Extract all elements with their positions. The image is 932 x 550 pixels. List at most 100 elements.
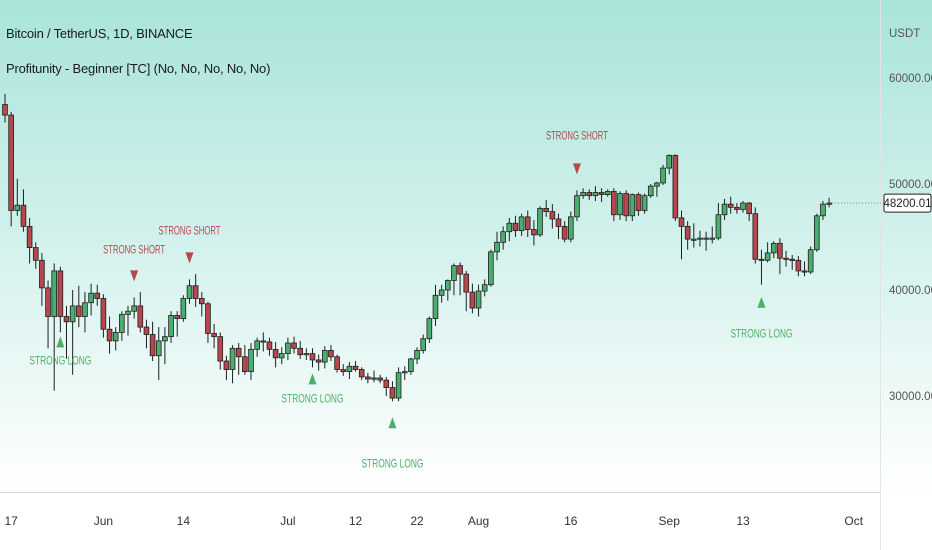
candle <box>457 262 463 296</box>
candle-body <box>155 340 162 357</box>
candle-body <box>174 315 181 320</box>
candle <box>697 230 703 247</box>
candle <box>518 213 525 236</box>
candle-body <box>506 222 513 233</box>
candle <box>543 199 549 217</box>
price-axis-tick: 40000.00 <box>889 285 932 297</box>
candle-body <box>801 270 808 273</box>
candle <box>315 354 322 371</box>
candle <box>488 249 494 287</box>
candle <box>328 345 334 362</box>
candle-body <box>315 359 322 363</box>
candle-body <box>377 377 383 381</box>
candle-body <box>820 203 826 217</box>
time-axis[interactable]: 17 Jun 14 Jul 12 22 Aug 16 Sep 13 Oct <box>4 514 863 528</box>
candle <box>709 226 716 244</box>
candle-body <box>481 284 488 292</box>
signal-label: STRONG SHORT <box>546 128 608 142</box>
candle-body <box>580 192 586 197</box>
candle <box>100 294 107 338</box>
candle <box>266 337 273 356</box>
candle-body <box>764 252 771 261</box>
candle-body <box>678 217 685 227</box>
candle <box>598 188 605 203</box>
candle <box>76 285 82 328</box>
candle-body <box>740 202 746 210</box>
candle-body <box>826 202 832 205</box>
strong-long-signal: STRONG LONG <box>361 417 423 470</box>
candle <box>106 316 113 354</box>
candle-body <box>168 315 174 338</box>
candle-body <box>229 347 236 370</box>
candle <box>512 215 519 237</box>
candle-body <box>63 316 70 323</box>
signal-down-arrow <box>185 252 194 264</box>
strong-long-signal: STRONG LONG <box>282 373 344 405</box>
candle-body <box>426 318 433 340</box>
candle-body <box>20 204 27 227</box>
candle-body <box>647 185 654 197</box>
candle-body <box>352 365 359 370</box>
candle <box>592 186 599 201</box>
candle <box>746 202 752 222</box>
candle <box>2 93 8 123</box>
candle <box>272 341 279 368</box>
candle-body <box>697 237 703 240</box>
candle-body <box>438 289 445 296</box>
candle-body <box>709 237 716 240</box>
candle-body <box>94 292 101 299</box>
price-axis-tick: 50000.00 <box>889 179 932 191</box>
candle-body <box>629 194 636 217</box>
candle <box>162 327 168 365</box>
candle-body <box>149 334 156 357</box>
candle-body <box>57 270 64 317</box>
candle <box>500 226 506 250</box>
price-axis[interactable]: USDT 30000.00 40000.00 50000.00 60000.00 <box>889 28 932 403</box>
candle <box>51 263 57 391</box>
candle <box>586 189 593 200</box>
candle <box>223 355 230 381</box>
strong-short-signal: STRONG SHORT <box>103 242 166 282</box>
candle <box>524 210 531 237</box>
signal-label: STRONG SHORT <box>103 242 165 256</box>
candle <box>623 190 629 222</box>
candle-body <box>592 192 599 197</box>
candle <box>481 279 488 297</box>
candle-body <box>198 298 205 305</box>
candle <box>820 200 826 221</box>
last-price-tag: 48200.01 <box>832 193 932 213</box>
candle-body <box>125 310 131 315</box>
candle-body <box>248 348 254 373</box>
candle <box>734 203 740 214</box>
candle-body <box>186 285 193 299</box>
time-axis-tick: 16 <box>564 514 578 528</box>
candle <box>45 280 51 349</box>
candle <box>217 332 224 370</box>
candle <box>137 292 144 333</box>
candle-body <box>278 353 285 359</box>
signal-label: STRONG LONG <box>361 456 423 470</box>
candle-body <box>807 249 814 273</box>
candle <box>826 197 832 208</box>
candle <box>795 256 802 277</box>
signal-up-arrow <box>308 373 317 385</box>
candle <box>334 354 340 373</box>
candle <box>721 198 728 221</box>
signal-label: STRONG LONG <box>29 353 91 367</box>
candle <box>254 337 260 357</box>
candle-body <box>543 207 549 212</box>
candle <box>660 164 666 186</box>
candle-body <box>752 213 759 260</box>
candle <box>168 311 174 343</box>
candle-body <box>395 372 402 399</box>
candle <box>783 250 789 267</box>
candle-body <box>598 192 605 195</box>
candle <box>408 357 414 375</box>
candle-body <box>734 206 740 210</box>
candle-body <box>531 229 537 236</box>
candle-body <box>328 350 334 358</box>
candle <box>531 220 537 246</box>
candle <box>617 191 623 221</box>
candle <box>20 189 27 232</box>
